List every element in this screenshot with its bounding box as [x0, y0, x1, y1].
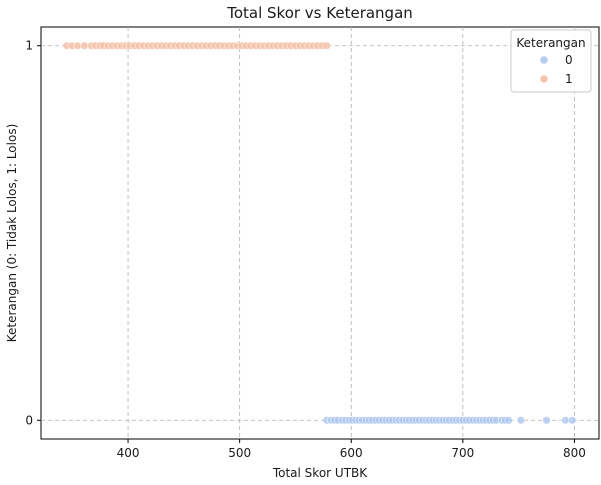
data-point-series-1 — [322, 41, 331, 50]
x-tick-label: 700 — [451, 446, 474, 460]
y-tick-label: 1 — [25, 39, 33, 53]
legend: Keterangan 0 1 — [510, 29, 592, 93]
x-tick-label: 400 — [117, 446, 140, 460]
legend-title: Keterangan — [516, 36, 585, 50]
axis-ticks: 400 500 600 700 800 0 1 — [25, 39, 586, 460]
legend-marker-1 — [540, 75, 548, 83]
plot-frame — [40, 26, 600, 440]
legend-label-1: 1 — [565, 72, 573, 86]
x-tick-label: 800 — [563, 446, 586, 460]
y-tick-label: 0 — [25, 413, 33, 427]
data-point-series-0 — [568, 416, 577, 425]
x-tick-label: 500 — [228, 446, 251, 460]
data-point-series-0 — [542, 416, 551, 425]
legend-marker-0 — [540, 56, 548, 64]
data-points — [62, 41, 577, 425]
x-axis-label: Total Skor UTBK — [272, 466, 368, 480]
data-point-series-0 — [516, 416, 525, 425]
x-tick-label: 600 — [340, 446, 363, 460]
legend-label-0: 0 — [565, 53, 573, 67]
chart-title: Total Skor vs Keterangan — [226, 4, 413, 22]
legend-box — [510, 29, 592, 93]
data-point-series-0 — [504, 416, 513, 425]
y-axis-label: Keterangan (0: Tidak Lolos, 1: Lolos) — [5, 124, 19, 343]
